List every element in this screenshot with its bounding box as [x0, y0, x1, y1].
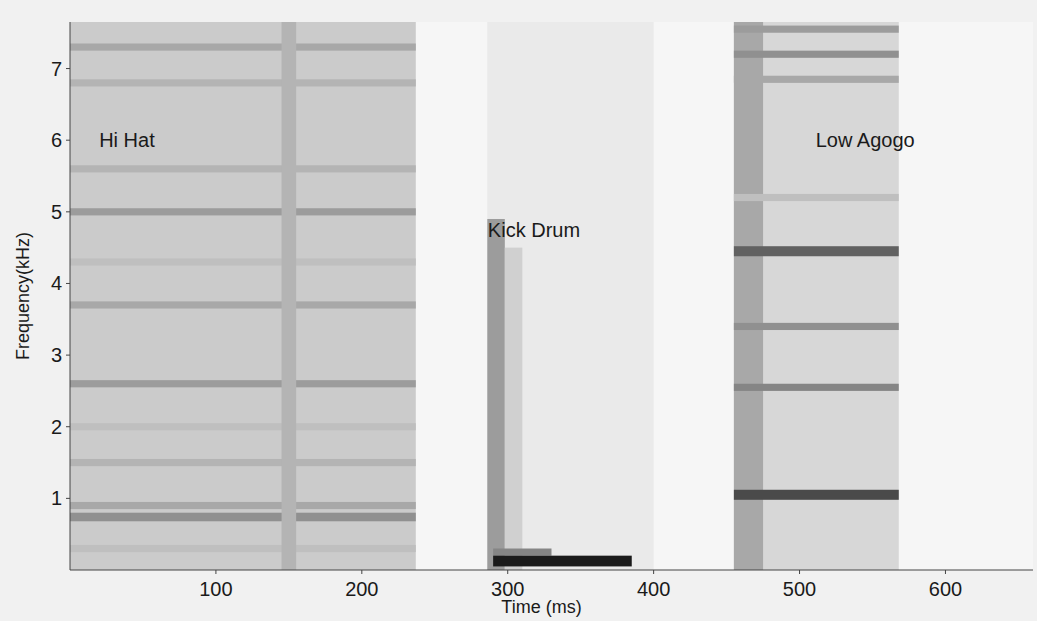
y-tick-label: 6 [51, 129, 62, 151]
spectral-band [493, 549, 551, 556]
x-tick-label: 600 [929, 578, 962, 600]
x-tick-label: 100 [199, 578, 232, 600]
spectral-band [70, 502, 416, 509]
y-axis [70, 22, 71, 570]
plot-area [70, 22, 1033, 570]
spectral-band [734, 76, 899, 83]
spectral-band [734, 384, 899, 391]
x-tick [361, 570, 362, 574]
y-tick [66, 68, 70, 69]
x-tick [945, 570, 946, 574]
y-tick-label: 3 [51, 344, 62, 366]
x-tick-label: 400 [637, 578, 670, 600]
spectral-band [70, 459, 416, 466]
spectral-band [734, 51, 899, 58]
spectral-band [70, 513, 416, 522]
y-tick-label: 5 [51, 201, 62, 223]
x-tick-label: 500 [783, 578, 816, 600]
spectral-band [734, 194, 899, 201]
x-tick-label: 200 [345, 578, 378, 600]
spectral-band [734, 22, 763, 570]
x-tick [653, 570, 654, 574]
event-label: Low Agogo [816, 129, 915, 151]
y-tick [66, 355, 70, 356]
chart: 1002003004005006001234567Time (ms)Freque… [0, 0, 1037, 621]
y-tick-label: 2 [51, 416, 62, 438]
spectral-band [70, 380, 416, 387]
y-tick [66, 426, 70, 427]
spectral-band [505, 248, 523, 570]
marks [70, 22, 899, 570]
event-background [70, 22, 416, 570]
y-tick-label: 4 [51, 272, 62, 294]
spectral-band [70, 43, 416, 50]
y-tick [66, 211, 70, 212]
spectral-band [734, 26, 899, 33]
event-label: Kick Drum [488, 219, 580, 241]
x-tick [215, 570, 216, 574]
event-background [734, 22, 899, 570]
spectral-band [734, 246, 899, 256]
spectral-band [70, 258, 416, 265]
spectral-band [70, 208, 416, 215]
x-tick [507, 570, 508, 574]
spectral-band [282, 22, 297, 570]
spectral-band [493, 556, 632, 567]
x-axis [70, 570, 1033, 571]
y-tick-label: 1 [51, 487, 62, 509]
spectral-band [70, 301, 416, 308]
y-tick-label: 7 [51, 58, 62, 80]
y-tick [66, 498, 70, 499]
spectral-band [734, 323, 899, 330]
x-tick [799, 570, 800, 574]
x-axis-title: Time (ms) [501, 597, 581, 617]
spectral-band [734, 490, 899, 500]
spectral-band [70, 79, 416, 86]
y-axis-title: Frequency(kHz) [13, 232, 33, 360]
spectral-band [487, 219, 505, 570]
event-label: Hi Hat [99, 129, 155, 151]
y-tick [66, 140, 70, 141]
spectral-band [70, 165, 416, 172]
y-tick [66, 283, 70, 284]
spectral-band [70, 423, 416, 430]
spectral-band [70, 545, 416, 552]
event-background [487, 22, 653, 570]
